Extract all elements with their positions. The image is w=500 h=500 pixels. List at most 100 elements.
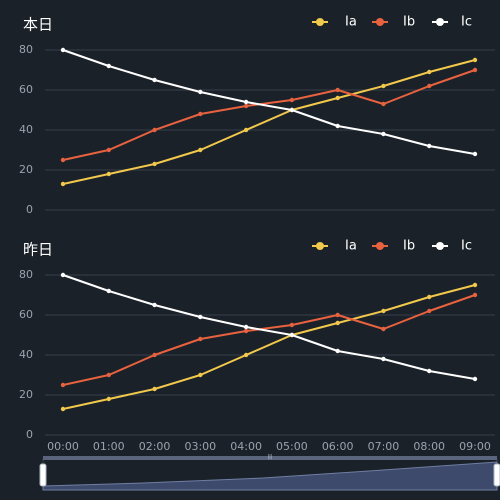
data-point-Ia [106,396,111,402]
chart-0: 本日 0 20 40 60 80 Ia Ib Ic [19,15,495,216]
slider-handle-right[interactable] [493,463,500,487]
data-point-Ia [60,181,66,187]
x-tick-label: 02:00 [139,440,171,453]
data-point-Ib [335,312,340,318]
y-tick-label: 60 [19,83,33,96]
data-point-Ic [106,288,111,294]
legend-marker [316,242,324,250]
data-point-Ic [381,131,386,137]
slider-grip-icon: ||| [267,454,272,460]
data-point-Ia [198,372,203,378]
data-point-Ia [335,320,340,326]
data-point-Ic [243,324,249,330]
series-line-Ic [62,274,476,380]
data-point-Ib [243,103,249,109]
x-tick-label: 03:00 [184,440,216,453]
legend-label: Ia [345,239,357,254]
chart-1: 昨日 0 20 40 60 80 Ia Ib Ic [19,239,495,441]
data-point-Ia [472,282,478,288]
data-point-Ib [106,147,111,153]
legend-marker [376,242,384,250]
x-tick-label: 04:00 [230,440,262,453]
data-zoom-slider[interactable]: ||| [39,454,500,491]
data-point-Ic [289,332,295,338]
data-point-Ib [152,352,157,358]
legend-item-Ia[interactable]: Ia [312,239,357,254]
legend-marker [316,18,324,26]
data-point-Ic [335,348,340,354]
legend-marker [376,18,384,26]
series-line-Ib [62,69,476,161]
y-tick-label: 40 [19,123,33,136]
data-point-Ib [472,292,478,298]
data-point-Ic [335,123,340,129]
series-line-Ib [62,294,476,386]
legend-item-Ic[interactable]: Ic [432,15,472,30]
x-tick-label: 08:00 [413,440,445,453]
y-tick-label: 0 [26,203,33,216]
x-tick-label: 05:00 [276,440,308,453]
y-tick-label: 20 [19,163,33,176]
data-point-Ib [198,111,203,117]
data-point-Ic [60,47,66,53]
slider-range-bar[interactable] [43,456,497,460]
legend-label: Ic [461,15,472,30]
data-point-Ib [243,328,249,334]
data-point-Ic [289,107,295,113]
legend-item-Ia[interactable]: Ia [312,15,357,30]
y-tick-label: 80 [19,43,33,56]
y-tick-label: 80 [19,268,33,281]
data-point-Ib [60,157,66,163]
data-point-Ia [106,171,111,177]
legend-marker [436,18,444,26]
data-point-Ic [427,368,432,374]
data-point-Ib [289,322,295,328]
x-tick-label: 07:00 [368,440,400,453]
x-tick-label: 00:00 [47,440,79,453]
data-point-Ib [427,308,432,314]
data-point-Ic [106,63,111,69]
data-point-Ia [472,57,478,63]
data-point-Ib [152,127,157,133]
data-point-Ic [472,151,478,157]
chart-title: 本日 [23,16,53,34]
legend-item-Ic[interactable]: Ic [432,239,472,254]
data-point-Ib [60,382,66,388]
data-point-Ia [243,352,249,358]
data-point-Ia [335,95,340,101]
data-point-Ia [427,294,432,300]
data-point-Ic [60,272,66,278]
data-point-Ic [472,376,478,382]
legend-label: Ib [403,239,415,254]
data-point-Ia [381,308,386,314]
series-line-Ia [62,284,476,410]
data-point-Ib [472,67,478,73]
legend-label: Ic [461,239,472,254]
slider-handle-left[interactable] [39,463,47,487]
data-point-Ia [243,127,249,133]
data-point-Ic [427,143,432,149]
data-point-Ic [152,77,157,83]
data-point-Ic [198,89,203,95]
legend-item-Ib[interactable]: Ib [372,15,415,30]
y-tick-label: 20 [19,388,33,401]
data-point-Ib [198,336,203,342]
y-tick-label: 40 [19,348,33,361]
data-point-Ic [198,314,203,320]
series-line-Ic [62,49,476,155]
data-point-Ic [243,99,249,105]
legend-marker [436,242,444,250]
x-tick-label: 09:00 [459,440,491,453]
slider-preview-area [42,461,498,491]
data-point-Ia [198,147,203,153]
data-point-Ia [152,161,157,167]
data-point-Ib [106,372,111,378]
data-point-Ib [289,97,295,103]
x-tick-label: 06:00 [322,440,354,453]
y-tick-label: 0 [26,428,33,441]
data-point-Ic [152,302,157,308]
series-line-Ia [62,59,476,185]
data-point-Ib [335,87,340,93]
legend-item-Ib[interactable]: Ib [372,239,415,254]
